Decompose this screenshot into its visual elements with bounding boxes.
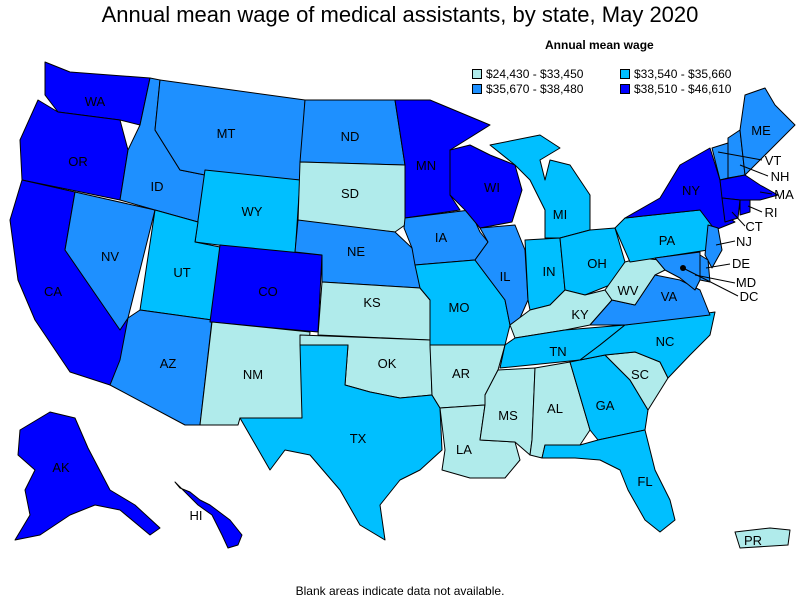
state-label-NY: NY: [682, 183, 700, 198]
state-label-WV: WV: [618, 283, 639, 298]
state-label-AK: AK: [52, 460, 70, 475]
state-label-SC: SC: [631, 367, 649, 382]
footnote: Blank areas indicate data not available.: [295, 584, 505, 598]
state-label-OR: OR: [68, 154, 88, 169]
state-MD[interactable]: [654, 251, 701, 291]
state-FL[interactable]: [541, 429, 676, 533]
leader-line-CT: [731, 211, 746, 227]
state-label-DC: DC: [740, 289, 759, 304]
state-label-IA: IA: [435, 230, 448, 245]
state-RI[interactable]: [739, 199, 751, 216]
legend-swatch-tier-2: [620, 69, 630, 79]
state-label-AZ: AZ: [160, 356, 177, 371]
state-MA[interactable]: [719, 174, 779, 201]
state-label-NJ: NJ: [736, 234, 752, 249]
state-label-LA: LA: [456, 442, 472, 457]
state-label-HI: HI: [190, 508, 203, 523]
state-label-SD: SD: [341, 186, 359, 201]
state-label-OH: OH: [587, 256, 607, 271]
state-label-MD: MD: [736, 275, 756, 290]
legend-label-tier-1: $24,430 - $33,450: [486, 67, 584, 81]
state-SD[interactable]: [297, 161, 406, 233]
legend-item-tier-3: $35,670 - $38,480: [472, 82, 583, 96]
state-label-IN: IN: [543, 264, 556, 279]
legend-label-tier-4: $38,510 - $46,610: [634, 82, 732, 96]
state-label-WA: WA: [85, 94, 106, 109]
legend-item-tier-4: $38,510 - $46,610: [620, 82, 731, 96]
state-NC[interactable]: [579, 311, 716, 379]
state-label-NE: NE: [347, 244, 365, 259]
legend-label-tier-3: $35,670 - $38,480: [486, 82, 584, 96]
state-label-PA: PA: [659, 233, 676, 248]
state-label-WI: WI: [484, 180, 500, 195]
state-NV[interactable]: [64, 191, 156, 331]
state-label-MT: MT: [217, 126, 236, 141]
legend-swatch-tier-4: [620, 84, 630, 94]
state-label-CT: CT: [745, 219, 762, 234]
state-label-NM: NM: [243, 367, 263, 382]
legend-item-tier-1: $24,430 - $33,450: [472, 67, 583, 81]
state-AK[interactable]: [14, 411, 161, 541]
state-label-NV: NV: [101, 249, 119, 264]
legend-item-tier-2: $33,540 - $35,660: [620, 67, 731, 81]
state-label-ND: ND: [341, 129, 360, 144]
legend-swatch-tier-1: [472, 69, 482, 79]
state-label-MS: MS: [498, 408, 518, 423]
leader-line-MA: [759, 191, 773, 195]
state-label-NH: NH: [771, 169, 790, 184]
state-label-MO: MO: [449, 300, 470, 315]
legend-swatch-tier-3: [472, 84, 482, 94]
leader-line-RI: [747, 205, 763, 213]
state-label-OK: OK: [378, 356, 397, 371]
state-label-UT: UT: [173, 265, 190, 280]
leader-line-VT: [717, 151, 763, 161]
leader-line-DC: [682, 267, 739, 297]
map-title: Annual mean wage of medical assistants, …: [101, 2, 699, 27]
legend-title: Annual mean wage: [545, 38, 654, 52]
state-label-KS: KS: [363, 295, 381, 310]
state-label-MN: MN: [416, 158, 436, 173]
state-KS[interactable]: [317, 281, 431, 341]
leader-line-NH: [739, 164, 769, 177]
state-label-MA: MA: [774, 187, 794, 202]
state-TX[interactable]: [239, 344, 443, 541]
state-label-KY: KY: [571, 307, 589, 322]
state-label-MI: MI: [553, 207, 567, 222]
state-label-AR: AR: [452, 366, 470, 381]
state-label-CA: CA: [44, 284, 62, 299]
state-label-CO: CO: [258, 284, 278, 299]
state-label-GA: GA: [596, 398, 615, 413]
leader-line-DE: [705, 263, 731, 269]
state-WI[interactable]: [449, 144, 523, 229]
state-label-ID: ID: [151, 179, 164, 194]
state-NJ[interactable]: [704, 224, 723, 269]
state-label-PR: PR: [744, 533, 762, 548]
legend-label-tier-2: $33,540 - $35,660: [634, 67, 732, 81]
state-PR[interactable]: [734, 527, 791, 549]
state-label-NC: NC: [656, 334, 675, 349]
state-label-VT: VT: [765, 153, 782, 168]
state-label-VA: VA: [661, 289, 678, 304]
state-label-ME: ME: [751, 123, 771, 138]
state-label-IL: IL: [500, 269, 511, 284]
state-ME[interactable]: [739, 87, 796, 176]
state-label-RI: RI: [765, 205, 778, 220]
state-WA[interactable]: [44, 61, 151, 126]
state-label-AL: AL: [547, 401, 563, 416]
state-label-TX: TX: [350, 431, 367, 446]
leader-line-MD: [694, 274, 736, 284]
state-label-TN: TN: [549, 344, 566, 359]
state-HI[interactable]: [174, 481, 243, 549]
state-label-WY: WY: [242, 204, 263, 219]
state-label-FL: FL: [637, 474, 652, 489]
leader-line-NJ: [715, 240, 736, 246]
state-label-DE: DE: [732, 256, 750, 271]
state-MI[interactable]: [489, 134, 591, 239]
